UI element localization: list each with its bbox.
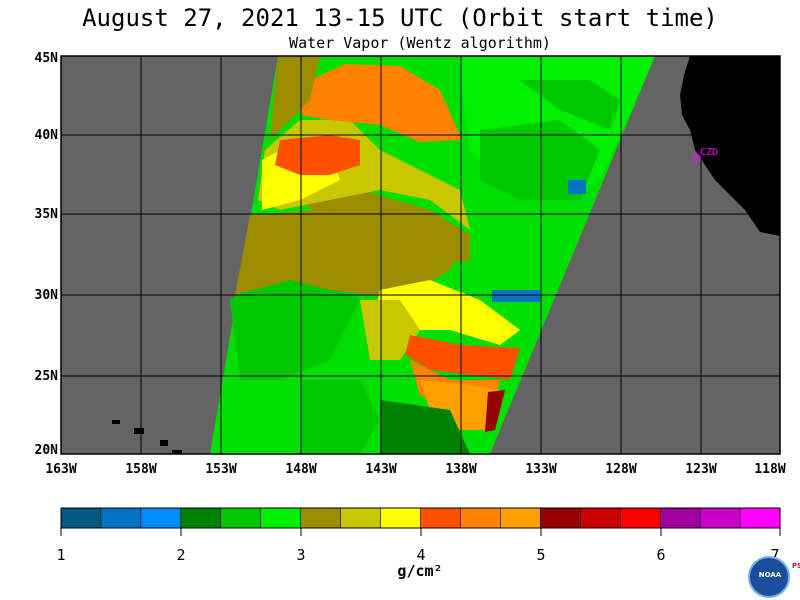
orange-blob-south xyxy=(405,335,520,380)
lat-label-45n: 45N xyxy=(34,51,58,66)
colorbar-swatch xyxy=(460,508,501,528)
colorbar-label-1: 1 xyxy=(56,546,66,564)
lon-label-128w: 128W xyxy=(605,462,637,477)
colorbar-swatch xyxy=(420,508,461,528)
lat-label-25n: 25N xyxy=(34,369,58,384)
blue-patch-north xyxy=(568,180,586,194)
lat-label-40n: 40N xyxy=(34,128,58,143)
colorbar-swatch xyxy=(260,508,302,528)
colorbar-swatch xyxy=(580,508,621,528)
colorbar-swatch xyxy=(61,508,102,528)
colorbar-label-6: 6 xyxy=(656,546,666,564)
lon-label-133w: 133W xyxy=(525,462,557,477)
map-frame xyxy=(60,55,781,455)
colorbar-swatch xyxy=(500,508,541,528)
lon-label-143w: 143W xyxy=(365,462,397,477)
lat-label-30n: 30N xyxy=(34,288,58,303)
colorbar-unit: g/cm² xyxy=(397,562,443,580)
noaa-logo-icon xyxy=(748,556,790,598)
colorbar-swatch xyxy=(220,508,262,528)
lon-label-148w: 148W xyxy=(285,462,317,477)
colorbar-label-3: 3 xyxy=(296,546,306,564)
blue-patch-south xyxy=(492,290,540,302)
colorbar-swatch xyxy=(340,508,382,528)
colorbar-label-7: 7 xyxy=(770,546,780,564)
station-marker xyxy=(693,154,701,162)
noaa-logo-text: NOAA xyxy=(758,571,782,579)
lon-label-138w: 138W xyxy=(445,462,477,477)
colorbar-swatch xyxy=(620,508,661,528)
colorbar-label-2: 2 xyxy=(176,546,186,564)
colorbar-ticks xyxy=(60,528,781,536)
psl-side-text: PSL xyxy=(792,562,800,570)
colorbar-swatch xyxy=(380,508,421,528)
colorbar-label-5: 5 xyxy=(536,546,546,564)
lat-label-20n: 20N xyxy=(34,443,58,458)
map-subtitle: Water Vapor (Wentz algorithm) xyxy=(289,34,551,52)
colorbar-label-4: 4 xyxy=(416,546,426,564)
lon-label-123w: 123W xyxy=(685,462,717,477)
land xyxy=(680,56,780,236)
colorbar-swatch xyxy=(300,508,342,528)
station-label: CZD xyxy=(700,147,719,158)
grid-lines xyxy=(61,56,780,454)
lon-label-153w: 153W xyxy=(205,462,237,477)
colorbar-swatch xyxy=(100,508,142,528)
colorbar-swatch xyxy=(700,508,741,528)
lon-label-163w: 163W xyxy=(45,462,77,477)
map-title: August 27, 2021 13-15 UTC (Orbit start t… xyxy=(82,4,718,32)
lon-label-158w: 158W xyxy=(125,462,157,477)
lon-label-118w: 118W xyxy=(754,462,786,477)
colorbar-swatch xyxy=(540,508,581,528)
colorbar-swatch xyxy=(140,508,182,528)
colorbar xyxy=(60,507,781,529)
colorbar-swatch xyxy=(740,508,781,528)
lat-label-35n: 35N xyxy=(34,207,58,222)
colorbar-swatch xyxy=(180,508,222,528)
colorbar-swatch xyxy=(660,508,701,528)
